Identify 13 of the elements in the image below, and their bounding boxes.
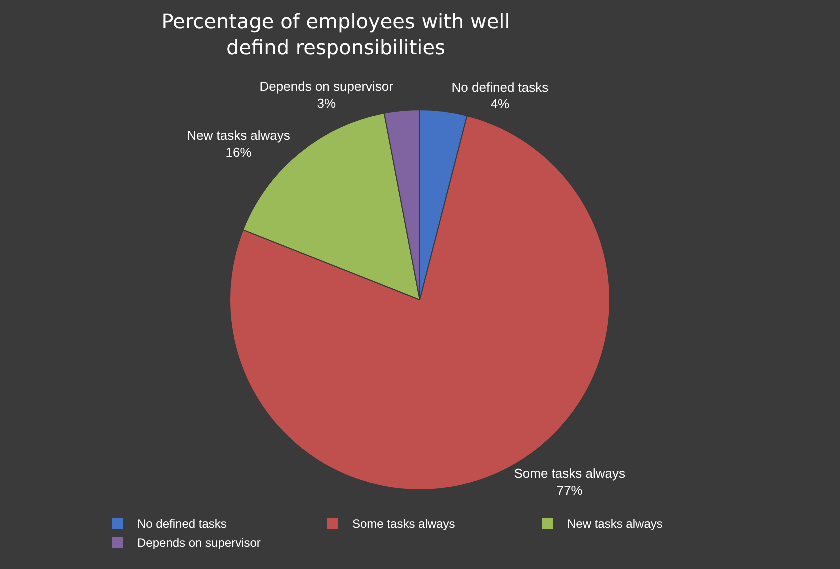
legend-label: Some tasks always (352, 517, 456, 532)
data-label: 77% (556, 482, 584, 498)
slice-label: New tasks always (187, 128, 291, 144)
legend-label: No defined tasks (138, 517, 227, 532)
data-label: 4% (490, 96, 510, 112)
data-label: 3% (317, 96, 336, 111)
chart-title: Percentage of employees with well defind responsibilities (162, 9, 510, 60)
slice-label: No defined tasks (452, 80, 550, 95)
data-label: 16% (226, 145, 252, 160)
slice-label: Depends on supervisor (260, 79, 394, 94)
slice-label: Some tasks always (514, 466, 626, 482)
legend-label: New tasks always (568, 517, 663, 532)
legend-label: Depends on supervisor (138, 536, 261, 550)
